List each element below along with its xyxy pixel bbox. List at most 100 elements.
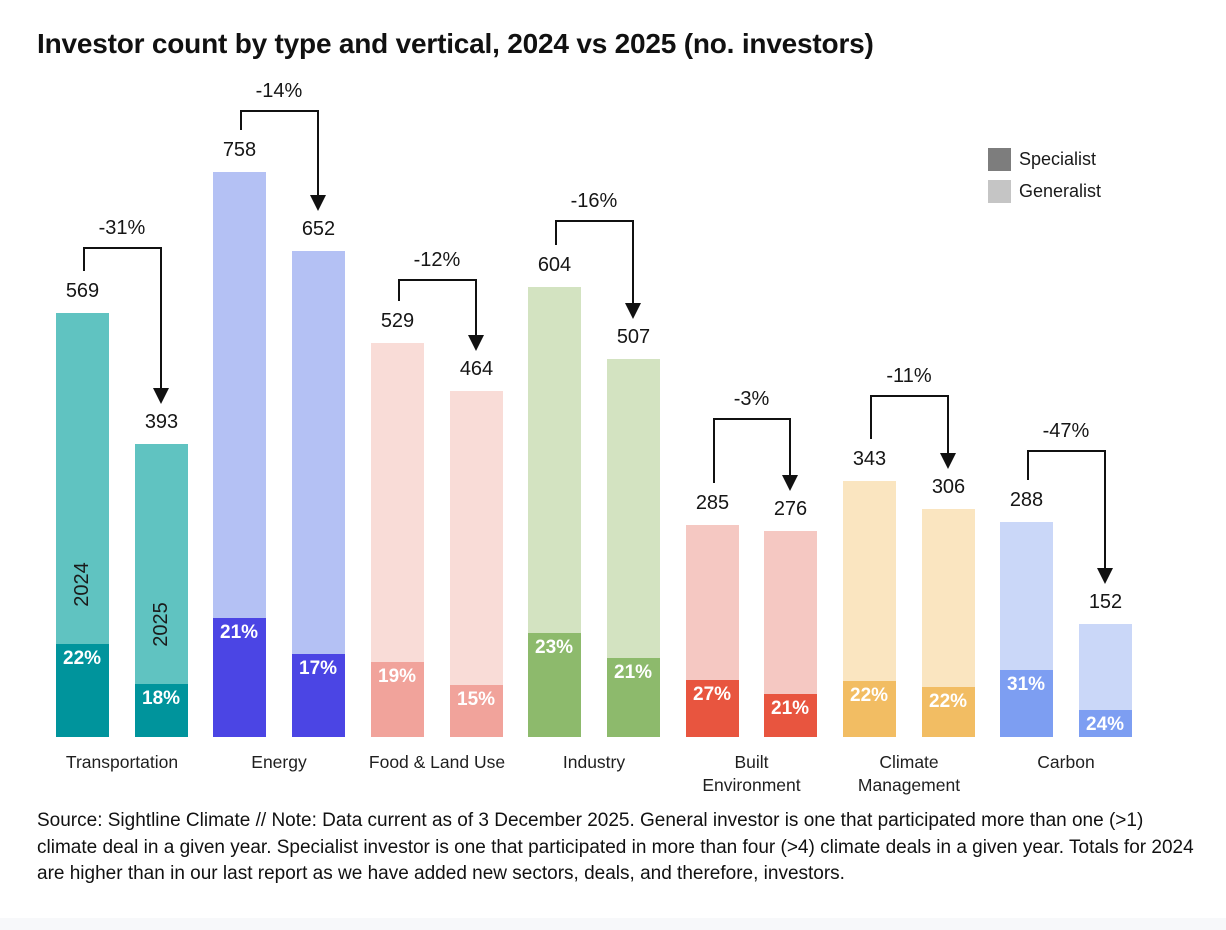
bar-value-label: 288 (1009, 489, 1044, 511)
bar-value-label: 152 (1088, 591, 1123, 613)
bracket-line (869, 395, 949, 397)
specialist-pct-label: 22% (850, 685, 889, 706)
year-label-2025: 2025 (112, 574, 212, 674)
change-pct-label: -3% (733, 388, 770, 410)
category-label: Carbon (1037, 752, 1095, 772)
bracket-left-tick (1026, 450, 1029, 480)
bar-value-label: 758 (222, 139, 257, 161)
specialist-segment: 24% (1079, 710, 1132, 737)
bracket-arrow-line (788, 418, 791, 475)
bracket-left-tick (869, 395, 872, 439)
specialist-segment: 15% (450, 685, 503, 737)
bar-value-label: 393 (144, 411, 179, 433)
down-arrow-icon (1096, 568, 1113, 584)
bracket-arrow-line (631, 220, 634, 303)
bracket-arrow-line (1103, 450, 1106, 568)
year-label-text: 2025 (150, 601, 172, 647)
change-pct-label: -14% (255, 80, 303, 102)
specialist-segment: 22% (843, 681, 896, 737)
bar-2024-carbon: 31% (1000, 522, 1053, 737)
down-arrow-icon (624, 303, 641, 319)
down-arrow-icon (309, 195, 326, 211)
specialist-segment: 21% (213, 618, 266, 737)
chart-title: Investor count by type and vertical, 202… (37, 28, 874, 59)
change-pct-label: -31% (98, 217, 146, 239)
bracket-line (554, 220, 634, 222)
specialist-segment: 27% (686, 680, 739, 737)
specialist-segment: 23% (528, 633, 581, 737)
legend-label: Generalist (1019, 181, 1102, 201)
bar-2024-food-land-use: 19% (371, 343, 424, 737)
specialist-pct-label: 31% (1007, 674, 1046, 695)
down-arrow-icon (939, 453, 956, 469)
bracket-line (82, 247, 162, 249)
legend-item-generalist: Generalist (988, 180, 1101, 203)
category-label: Built Environment (702, 752, 801, 795)
specialist-segment: 22% (56, 644, 109, 737)
down-arrow-icon (781, 475, 798, 491)
legend-label: Specialist (1019, 149, 1097, 169)
specialist-segment: 22% (922, 687, 975, 737)
bar-2025-energy: 17% (292, 251, 345, 737)
bar-value-label: 569 (65, 280, 100, 302)
specialist-pct-label: 17% (299, 658, 338, 679)
bar-2024-built-environment: 27% (686, 525, 739, 737)
category-label: Transportation (65, 752, 179, 772)
bracket-left-tick (239, 110, 242, 130)
bar-2024-climate-management: 22% (843, 481, 896, 737)
down-arrow-icon (152, 388, 169, 404)
bar-value-label: 529 (380, 310, 415, 332)
bracket-arrow-line (946, 395, 949, 453)
bracket-arrow-line (159, 247, 162, 388)
down-arrow-icon (467, 335, 484, 351)
specialist-pct-label: 19% (378, 666, 417, 687)
specialist-pct-label: 15% (457, 689, 496, 710)
specialist-segment: 21% (764, 694, 817, 737)
specialist-pct-label: 24% (1086, 714, 1125, 735)
specialist-pct-label: 21% (614, 662, 653, 683)
bar-2025-transportation: 18% (135, 444, 188, 737)
bar-2024-energy: 21% (213, 172, 266, 737)
bar-2025-industry: 21% (607, 359, 660, 737)
specialist-pct-label: 22% (929, 691, 968, 712)
bar-value-label: 343 (852, 448, 887, 470)
bracket-left-tick (397, 279, 400, 301)
specialist-segment: 31% (1000, 670, 1053, 737)
bracket-line (239, 110, 319, 112)
bracket-line (1026, 450, 1106, 452)
specialist-pct-label: 22% (63, 648, 102, 669)
specialist-segment: 21% (607, 658, 660, 737)
legend-item-specialist: Specialist (988, 148, 1101, 171)
bar-value-label: 276 (773, 498, 808, 520)
bar-2025-food-land-use: 15% (450, 391, 503, 737)
specialist-segment: 19% (371, 662, 424, 737)
bracket-left-tick (82, 247, 85, 271)
bar-value-label: 306 (931, 476, 966, 498)
bracket-arrow-line (316, 110, 319, 195)
source-note: Source: Sightline Climate // Note: Data … (37, 810, 1194, 884)
bar-2025-built-environment: 21% (764, 531, 817, 737)
bar-value-label: 652 (301, 218, 336, 240)
generalist-swatch-icon (988, 180, 1011, 203)
bar-value-label: 604 (537, 254, 572, 276)
bar-value-label: 464 (459, 358, 494, 380)
bracket-arrow-line (474, 279, 477, 335)
bar-value-label: 285 (695, 492, 730, 514)
specialist-swatch-icon (988, 148, 1011, 171)
bar-2025-climate-management: 22% (922, 509, 975, 737)
bracket-line (712, 418, 791, 420)
bar-2024-industry: 23% (528, 287, 581, 737)
year-label-text: 2024 (71, 561, 93, 607)
legend: Specialist Generalist (988, 148, 1101, 212)
bar-value-label: 507 (616, 326, 651, 348)
bracket-line (397, 279, 477, 281)
category-label: Energy (251, 752, 307, 772)
specialist-segment: 17% (292, 654, 345, 737)
specialist-segment: 18% (135, 684, 188, 737)
change-pct-label: -47% (1042, 420, 1090, 442)
bar-2024-transportation: 22% (56, 313, 109, 737)
specialist-pct-label: 23% (535, 637, 574, 658)
bracket-left-tick (712, 418, 715, 483)
bottom-strip (0, 918, 1226, 930)
category-label: Climate Management (857, 752, 961, 795)
